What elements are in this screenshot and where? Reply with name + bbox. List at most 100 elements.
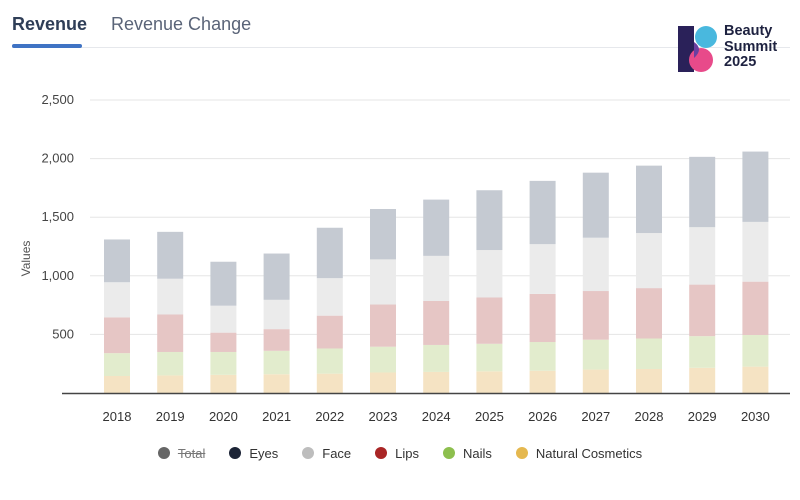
bar-segment-lips — [423, 300, 450, 345]
logo-line-2: Summit — [724, 38, 778, 55]
y-axis-label: Values — [19, 241, 33, 277]
x-tick-label: 2026 — [528, 409, 557, 424]
bar-segment-lips — [316, 315, 343, 349]
y-tick-label: 1,000 — [41, 268, 74, 283]
bar-segment-natural-cosmetics — [689, 367, 716, 393]
bar-segment-nails — [210, 351, 237, 375]
bar-segment-nails — [263, 350, 290, 375]
bar-segment-eyes — [582, 172, 609, 238]
bar-segment-face — [689, 227, 716, 285]
legend-item-face[interactable]: Face — [302, 443, 351, 463]
bar-segment-face — [370, 259, 396, 305]
bar-segment-eyes — [263, 253, 290, 300]
bar-segment-face — [476, 250, 503, 298]
bar-segment-natural-cosmetics — [263, 374, 290, 393]
logo-text: Beauty Summit 2025 — [724, 23, 794, 71]
bar-segment-face — [636, 233, 662, 289]
bar-segment-face — [423, 255, 450, 301]
bar-segment-nails — [529, 342, 556, 371]
legend-item-nails[interactable]: Nails — [443, 443, 492, 463]
bar-segment-nails — [742, 334, 769, 367]
bar-segment-lips — [636, 288, 662, 339]
bar-segment-nails — [104, 353, 130, 377]
beauty-summit-logo: Beauty Summit 2025 — [676, 22, 791, 74]
x-tick-label: 2025 — [475, 409, 504, 424]
bar-segment-natural-cosmetics — [476, 371, 503, 393]
bar-segment-nails — [689, 336, 716, 368]
bar-segment-nails — [582, 339, 609, 370]
legend-dot-icon — [229, 447, 242, 459]
bar-segment-eyes — [529, 180, 556, 245]
bar-segment-eyes — [742, 151, 769, 222]
x-tick-label: 2018 — [103, 409, 132, 424]
bar-segment-natural-cosmetics — [316, 373, 343, 393]
bar-segment-eyes — [423, 199, 450, 256]
legend-dot-icon — [443, 447, 456, 459]
bar-segment-lips — [742, 281, 769, 335]
legend-label: Natural Cosmetics — [535, 445, 643, 461]
logo-mark-icon — [678, 26, 717, 72]
bar-segment-eyes — [104, 239, 130, 283]
bar-segment-face — [582, 237, 609, 292]
bar-segment-natural-cosmetics — [742, 366, 769, 393]
legend-label: Total — [177, 445, 206, 461]
bar-segment-face — [529, 244, 556, 294]
bar-segment-face — [104, 282, 130, 318]
bar-segment-natural-cosmetics — [582, 369, 609, 393]
bar-segment-lips — [476, 297, 503, 344]
bar-segment-lips — [529, 293, 556, 343]
bar-segment-face — [157, 278, 184, 315]
chart-legend: Total Eyes Face Lips Nails Natural Cosmetics — [0, 443, 800, 463]
bar-segment-eyes — [476, 190, 503, 251]
active-tab-indicator — [12, 44, 82, 48]
tab-revenue[interactable]: Revenue — [12, 14, 88, 34]
tab-bar: Revenue Revenue Change — [0, 0, 800, 48]
logo-line-1: Beauty — [724, 23, 773, 39]
x-tick-label: 2024 — [422, 409, 451, 424]
bar-segment-face — [742, 221, 769, 282]
legend-label: Lips — [395, 445, 420, 461]
bar-segment-eyes — [636, 165, 662, 234]
bar-segment-lips — [104, 317, 130, 354]
legend-item-natural-cosmetics[interactable]: Natural Cosmetics — [515, 443, 643, 463]
x-tick-label: 2019 — [156, 409, 185, 424]
x-tick-label: 2030 — [741, 409, 770, 424]
bar-segment-nails — [370, 346, 396, 373]
x-tick-label: 2028 — [635, 409, 664, 424]
legend-label: Nails — [463, 445, 492, 461]
bar-segment-natural-cosmetics — [423, 371, 450, 393]
bar-segment-natural-cosmetics — [157, 375, 184, 393]
bar-segment-nails — [316, 348, 343, 374]
revenue-stacked-bar-chart: 500 1,000 1,500 2,000 2,500 Values 2018 2019 202… — [19, 92, 790, 424]
bar-segment-eyes — [157, 231, 184, 279]
bar-segment-lips — [370, 304, 396, 347]
legend-item-eyes[interactable]: Eyes — [229, 443, 278, 463]
x-tick-label: 2022 — [315, 409, 344, 424]
x-tick-label: 2029 — [688, 409, 717, 424]
tab-revenue-change[interactable]: Revenue Change — [111, 14, 252, 34]
bar-segment-nails — [636, 338, 662, 369]
bar-segment-eyes — [316, 227, 343, 279]
x-tick-label: 2023 — [369, 409, 398, 424]
bar-segment-nails — [476, 343, 503, 372]
bar-segment-natural-cosmetics — [104, 376, 130, 393]
bar-segment-nails — [423, 344, 450, 372]
legend-label: Eyes — [249, 445, 279, 461]
bar-segment-nails — [157, 351, 184, 376]
tab-divider — [12, 47, 790, 48]
bar-segment-natural-cosmetics — [529, 370, 556, 393]
bar-segment-eyes — [689, 156, 716, 228]
bar-segment-lips — [157, 314, 184, 352]
bar-segment-face — [210, 305, 237, 333]
y-tick-label: 1,500 — [41, 209, 74, 224]
bar-segment-eyes — [210, 261, 237, 306]
y-tick-label: 2,500 — [41, 92, 74, 107]
legend-item-total[interactable]: Total — [157, 443, 206, 463]
bar-segment-eyes — [370, 208, 396, 260]
legend-item-lips[interactable]: Lips — [375, 443, 419, 463]
legend-dot-icon — [157, 447, 170, 459]
bar-segment-natural-cosmetics — [210, 374, 237, 393]
legend-dot-icon — [515, 447, 528, 459]
legend-dot-icon — [375, 447, 388, 459]
legend-label: Face — [322, 445, 352, 461]
